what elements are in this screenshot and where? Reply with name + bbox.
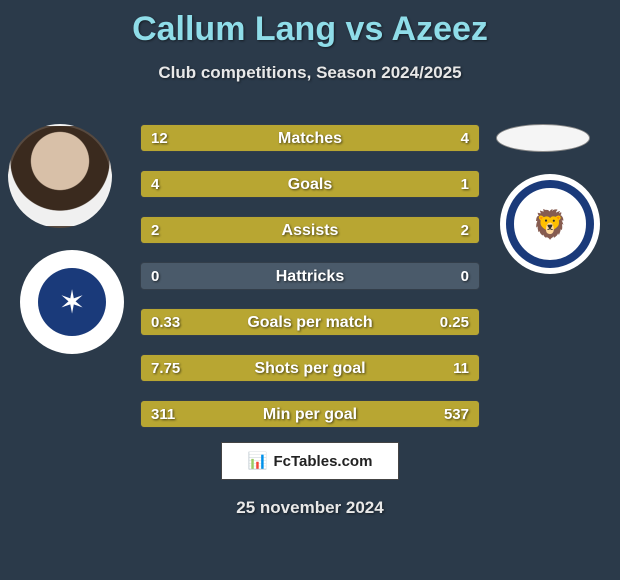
stat-row: 00Hattricks — [140, 262, 480, 290]
club-left-badge: ✶ — [20, 250, 124, 354]
comparison-title: Callum Lang vs Azeez — [0, 0, 620, 49]
stat-row: 0.330.25Goals per match — [140, 308, 480, 336]
stat-row: 7.7511Shots per goal — [140, 354, 480, 382]
player-left-avatar — [8, 124, 112, 228]
stat-label: Hattricks — [141, 263, 479, 290]
stat-row: 41Goals — [140, 170, 480, 198]
chart-icon: 📊 — [248, 451, 268, 471]
fctables-logo[interactable]: 📊 FcTables.com — [221, 442, 399, 480]
stat-label: Goals per match — [141, 309, 479, 336]
stat-row: 124Matches — [140, 124, 480, 152]
stat-label: Goals — [141, 171, 479, 198]
club-right-badge: 🦁 — [500, 174, 600, 274]
lion-icon: 🦁 — [506, 180, 594, 268]
stat-row: 311537Min per goal — [140, 400, 480, 428]
stats-bars-container: 124Matches 41Goals 22Assists 00Hattricks 0.3… — [140, 124, 480, 446]
stat-row: 22Assists — [140, 216, 480, 244]
footer-logo-text: FcTables.com — [274, 453, 373, 470]
star-icon: ✶ — [38, 268, 106, 336]
player-right-avatar — [496, 124, 590, 152]
stat-label: Assists — [141, 217, 479, 244]
stat-label: Matches — [141, 125, 479, 152]
stat-label: Min per goal — [141, 401, 479, 428]
comparison-subtitle: Club competitions, Season 2024/2025 — [0, 63, 620, 83]
footer-date: 25 november 2024 — [0, 498, 620, 518]
stat-label: Shots per goal — [141, 355, 479, 382]
